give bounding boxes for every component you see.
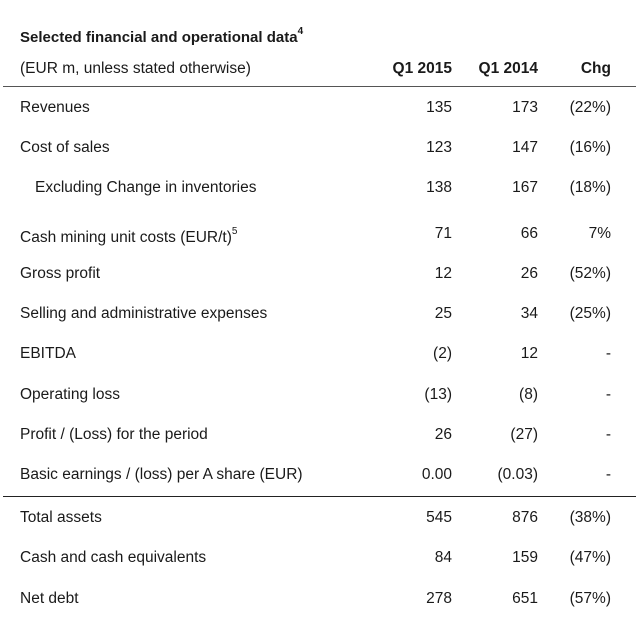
table-row-selling-admin-expenses: Selling and administrative expenses 25 3…	[0, 304, 640, 326]
row-q1-2014: (8)	[519, 386, 538, 403]
row-q1-2015: 0.00	[421, 466, 452, 483]
table-row-profit-loss-period: Profit / (Loss) for the period 26 (27) -	[0, 425, 640, 447]
row-q1-2014: 159	[512, 549, 538, 566]
row-chg: -	[605, 345, 611, 362]
row-q1-2014: 876	[512, 509, 538, 526]
table-row-basic-earnings: Basic earnings / (loss) per A share (EUR…	[0, 465, 640, 487]
table-row-cost-of-sales: Cost of sales 123 147 (16%)	[0, 138, 640, 160]
section-divider	[3, 496, 636, 497]
table-row-ebitda: EBITDA (2) 12 -	[0, 344, 640, 366]
row-q1-2014: 66	[520, 225, 538, 242]
row-q1-2015: 26	[434, 426, 452, 443]
row-label: Selling and administrative expenses	[20, 305, 268, 322]
row-footnote-marker: 5	[231, 226, 238, 237]
row-label: Cost of sales	[20, 139, 110, 156]
row-q1-2014: 651	[512, 590, 538, 607]
row-label: Revenues	[20, 99, 90, 116]
row-label-text: Cash mining unit costs (EUR/t)	[20, 229, 232, 247]
row-q1-2015: (2)	[433, 345, 452, 362]
row-q1-2014: 173	[512, 99, 538, 116]
row-chg: (38%)	[569, 509, 611, 526]
header-q1-2014: Q1 2014	[478, 60, 538, 77]
row-q1-2014: 147	[512, 139, 538, 156]
row-q1-2015: 71	[434, 225, 452, 242]
row-label: Cash and cash equivalents	[20, 549, 207, 566]
row-chg: -	[605, 426, 611, 443]
row-q1-2014: (27)	[510, 426, 538, 443]
row-chg: (52%)	[569, 265, 611, 282]
row-chg: 7%	[588, 225, 611, 242]
title-footnote-marker: 4	[297, 26, 304, 37]
row-q1-2015: 12	[434, 265, 452, 282]
row-q1-2015: 84	[434, 549, 452, 566]
header-unit-note: (EUR m, unless stated otherwise)	[20, 60, 251, 77]
header-chg: Chg	[580, 60, 611, 77]
header-q1-2015: Q1 2015	[392, 60, 452, 77]
row-chg: -	[605, 386, 611, 403]
row-label: Net debt	[20, 590, 79, 607]
table-row-net-debt: Net debt 278 651 (57%)	[0, 589, 640, 611]
row-chg: (18%)	[569, 179, 611, 196]
table-row-gross-profit: Gross profit 12 26 (52%)	[0, 264, 640, 286]
row-q1-2014: 26	[520, 265, 538, 282]
table-title: Selected financial and operational data4	[20, 26, 304, 46]
header-divider	[3, 86, 636, 87]
row-q1-2014: 167	[512, 179, 538, 196]
row-label: Cash mining unit costs (EUR/t)5	[20, 224, 237, 248]
row-q1-2015: 135	[426, 99, 452, 116]
table-row-excluding-inventories: Excluding Change in inventories 138 167 …	[0, 178, 640, 200]
row-q1-2014: 12	[520, 345, 538, 362]
row-chg: (57%)	[569, 590, 611, 607]
table-row-operating-loss: Operating loss (13) (8) -	[0, 385, 640, 407]
row-q1-2015: 123	[426, 139, 452, 156]
row-label: EBITDA	[20, 345, 76, 362]
row-q1-2015: 278	[426, 590, 452, 607]
table-header-row: (EUR m, unless stated otherwise) Q1 2015…	[0, 59, 640, 81]
table-row-revenues: Revenues 135 173 (22%)	[0, 98, 640, 120]
row-chg: (47%)	[569, 549, 611, 566]
row-label: Operating loss	[20, 386, 120, 403]
row-label: Profit / (Loss) for the period	[20, 426, 208, 443]
row-q1-2015: 138	[426, 179, 452, 196]
row-label: Total assets	[20, 509, 102, 526]
row-label: Basic earnings / (loss) per A share (EUR…	[20, 466, 303, 483]
row-label: Gross profit	[20, 265, 101, 282]
table-row-total-assets: Total assets 545 876 (38%)	[0, 508, 640, 530]
table-row-cash-equivalents: Cash and cash equivalents 84 159 (47%)	[0, 548, 640, 570]
row-q1-2014: 34	[520, 305, 538, 322]
row-q1-2015: (13)	[424, 386, 452, 403]
row-q1-2015: 545	[426, 509, 452, 526]
table-row-cash-mining-unit-costs: Cash mining unit costs (EUR/t)5 71 66 7%	[0, 224, 640, 246]
row-chg: (16%)	[569, 139, 611, 156]
row-chg: (22%)	[569, 99, 611, 116]
row-chg: -	[605, 466, 611, 483]
row-label: Excluding Change in inventories	[35, 179, 257, 196]
row-q1-2014: (0.03)	[497, 466, 539, 483]
table-title-text: Selected financial and operational data	[20, 29, 298, 46]
row-q1-2015: 25	[434, 305, 452, 322]
row-chg: (25%)	[569, 305, 611, 322]
